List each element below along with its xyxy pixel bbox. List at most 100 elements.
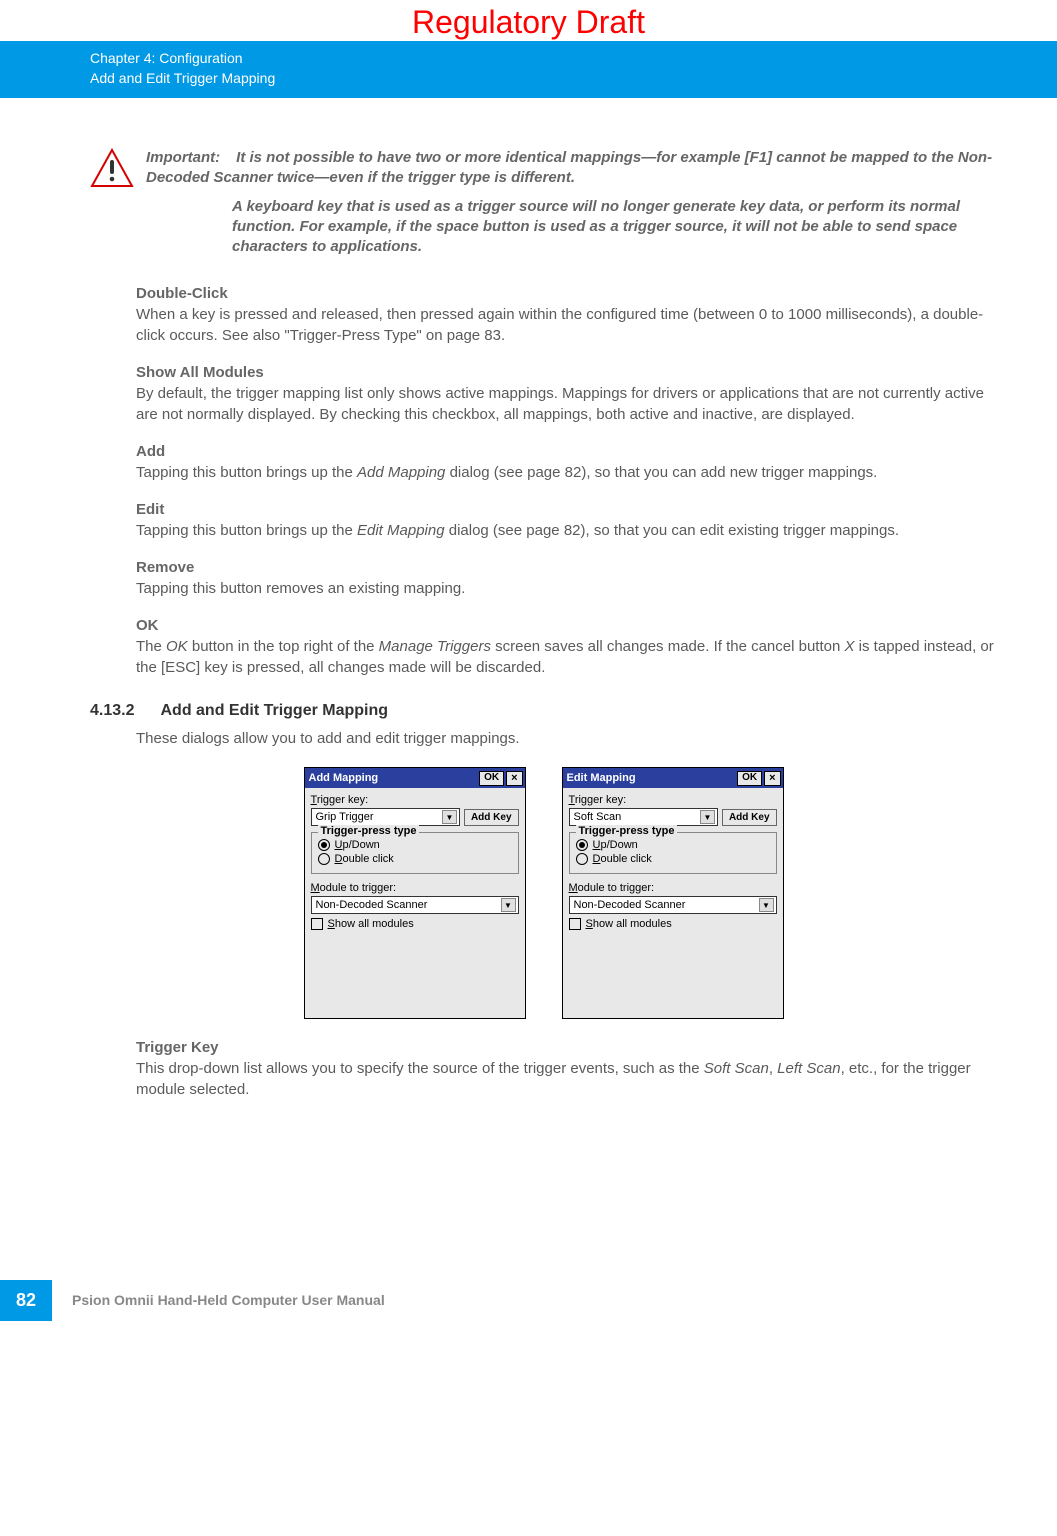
section-title: Show All Modules: [136, 364, 997, 381]
regulatory-draft-header: Regulatory Draft: [0, 0, 1057, 41]
section-remove: Remove Tapping this button removes an ex…: [136, 559, 997, 599]
button-name: OK: [166, 638, 188, 655]
chapter-label: Chapter 4: Configuration: [90, 49, 1057, 69]
radio-double-click[interactable]: [318, 853, 330, 865]
section-title: Remove: [136, 559, 997, 576]
text: screen saves all changes made. If the ca…: [491, 638, 845, 655]
page-footer: 82 Psion Omnii Hand-Held Computer User M…: [0, 1280, 1057, 1321]
show-all-checkbox[interactable]: [569, 918, 581, 930]
section-body: When a key is pressed and released, then…: [136, 304, 997, 346]
dialog-title: Edit Mapping: [567, 772, 636, 784]
section-title: Add: [136, 443, 997, 460]
ok-button[interactable]: OK: [479, 771, 504, 786]
text: ,: [769, 1060, 777, 1077]
text: dialog (see page 82), so that you can ad…: [445, 464, 877, 481]
screen-name: Manage Triggers: [379, 638, 491, 655]
text: button in the top right of the: [188, 638, 379, 655]
close-button[interactable]: ×: [506, 771, 522, 786]
radio-double-click[interactable]: [576, 853, 588, 865]
trigger-press-type-fieldset: Trigger-press type Up/Down Double click: [311, 832, 519, 874]
section-body: By default, the trigger mapping list onl…: [136, 383, 997, 425]
module-label: Module to trigger:: [311, 882, 519, 894]
text: dialog (see page 82), so that you can ed…: [445, 522, 899, 539]
add-key-button[interactable]: Add Key: [464, 809, 519, 826]
section-trigger-key: Trigger Key This drop-down list allows y…: [136, 1039, 997, 1100]
edit-mapping-dialog: Edit Mapping OK × Trigger key: Soft Scan…: [562, 767, 784, 1019]
subsection-intro: These dialogs allow you to add and edit …: [136, 728, 997, 749]
radio-up-down[interactable]: [318, 839, 330, 851]
section-double-click: Double-Click When a key is pressed and r…: [136, 285, 997, 346]
section-title: Edit: [136, 501, 997, 518]
add-key-button[interactable]: Add Key: [722, 809, 777, 826]
section-edit: Edit Tapping this button brings up the E…: [136, 501, 997, 541]
chevron-down-icon: ▼: [700, 810, 715, 824]
checkbox-label: Show all modules: [328, 918, 414, 930]
combo-value: Non-Decoded Scanner: [574, 899, 686, 911]
dialog-name: Add Mapping: [357, 464, 445, 481]
section-add: Add Tapping this button brings up the Ad…: [136, 443, 997, 483]
text: The: [136, 638, 166, 655]
important-paragraph-1: It is not possible to have two or more i…: [146, 149, 992, 186]
heading-number: 4.13.2: [90, 702, 134, 720]
show-all-checkbox[interactable]: [311, 918, 323, 930]
fieldset-legend: Trigger-press type: [576, 825, 678, 837]
important-label: Important:: [146, 148, 232, 168]
chapter-subtitle: Add and Edit Trigger Mapping: [90, 69, 1057, 89]
section-ok: OK The OK button in the top right of the…: [136, 617, 997, 678]
chevron-down-icon: ▼: [501, 898, 516, 912]
text: Tapping this button brings up the: [136, 522, 357, 539]
footer-manual-title: Psion Omnii Hand-Held Computer User Manu…: [52, 1280, 385, 1321]
section-body: Tapping this button brings up the Edit M…: [136, 520, 997, 541]
combo-value: Grip Trigger: [316, 811, 374, 823]
trigger-key-combo[interactable]: Soft Scan ▼: [569, 808, 718, 826]
important-note: Important: It is not possible to have tw…: [90, 148, 997, 257]
ok-button[interactable]: OK: [737, 771, 762, 786]
chevron-down-icon: ▼: [442, 810, 457, 824]
section-title: Double-Click: [136, 285, 997, 302]
section-body: Tapping this button removes an existing …: [136, 578, 997, 599]
trigger-key-label: Trigger key:: [569, 794, 777, 806]
section-title: OK: [136, 617, 997, 634]
chevron-down-icon: ▼: [759, 898, 774, 912]
intro-text: These dialogs allow you to add and edit …: [136, 728, 997, 749]
radio-up-down[interactable]: [576, 839, 588, 851]
subsection-heading: 4.13.2 Add and Edit Trigger Mapping: [90, 702, 997, 720]
section-show-all-modules: Show All Modules By default, the trigger…: [136, 364, 997, 425]
chapter-header-bar: Chapter 4: Configuration Add and Edit Tr…: [0, 41, 1057, 98]
combo-value: Soft Scan: [574, 811, 622, 823]
fieldset-legend: Trigger-press type: [318, 825, 420, 837]
important-paragraph-2: A keyboard key that is used as a trigger…: [232, 197, 997, 258]
section-body: Tapping this button brings up the Add Ma…: [136, 462, 997, 483]
section-body: This drop-down list allows you to specif…: [136, 1058, 997, 1100]
radio-label: Up/Down: [335, 839, 380, 851]
combo-value: Non-Decoded Scanner: [316, 899, 428, 911]
page-number: 82: [0, 1280, 52, 1321]
radio-label: Double click: [593, 853, 652, 865]
dialog-titlebar: Edit Mapping OK ×: [563, 768, 783, 788]
option-name: Left Scan: [777, 1060, 840, 1077]
trigger-key-label: Trigger key:: [311, 794, 519, 806]
dialog-titlebar: Add Mapping OK ×: [305, 768, 525, 788]
module-label: Module to trigger:: [569, 882, 777, 894]
radio-label: Up/Down: [593, 839, 638, 851]
dialog-name: Edit Mapping: [357, 522, 445, 539]
dialog-title: Add Mapping: [309, 772, 379, 784]
add-mapping-dialog: Add Mapping OK × Trigger key: Grip Trigg…: [304, 767, 526, 1019]
radio-label: Double click: [335, 853, 394, 865]
option-name: Soft Scan: [704, 1060, 769, 1077]
dialog-screenshots: Add Mapping OK × Trigger key: Grip Trigg…: [90, 767, 997, 1019]
section-body: The OK button in the top right of the Ma…: [136, 636, 997, 678]
warning-icon: [90, 148, 134, 188]
section-title: Trigger Key: [136, 1039, 997, 1056]
heading-text: Add and Edit Trigger Mapping: [160, 702, 388, 720]
trigger-key-combo[interactable]: Grip Trigger ▼: [311, 808, 460, 826]
module-combo[interactable]: Non-Decoded Scanner ▼: [311, 896, 519, 914]
trigger-press-type-fieldset: Trigger-press type Up/Down Double click: [569, 832, 777, 874]
text: Tapping this button brings up the: [136, 464, 357, 481]
text: This drop-down list allows you to specif…: [136, 1060, 704, 1077]
button-name: X: [845, 638, 855, 655]
close-button[interactable]: ×: [764, 771, 780, 786]
checkbox-label: Show all modules: [586, 918, 672, 930]
page-content: Important: It is not possible to have tw…: [0, 98, 1057, 1100]
module-combo[interactable]: Non-Decoded Scanner ▼: [569, 896, 777, 914]
